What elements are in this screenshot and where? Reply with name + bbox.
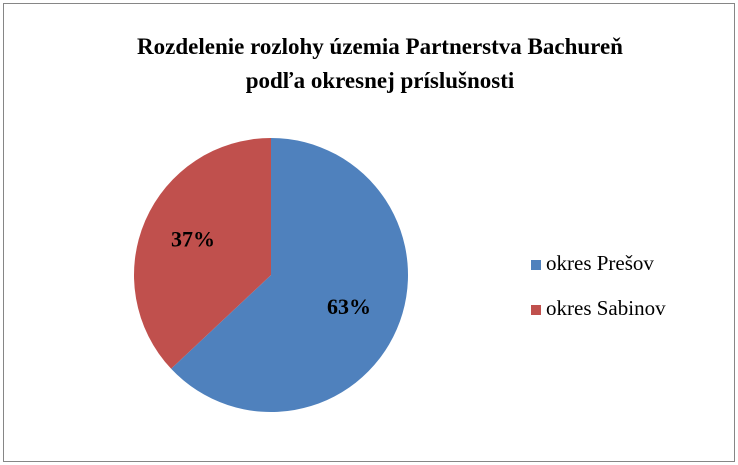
pie-slice (134, 138, 271, 369)
legend-swatch (531, 260, 541, 270)
data-label: 37% (171, 226, 215, 251)
data-label: 63% (327, 294, 371, 319)
pie-slice (171, 138, 408, 412)
legend-label: okres Sabinov (546, 296, 666, 320)
chart-title: Rozdelenie rozlohy územia Partnerstva Ba… (137, 34, 623, 93)
legend-swatch (531, 305, 541, 315)
legend-label: okres Prešov (546, 251, 654, 275)
